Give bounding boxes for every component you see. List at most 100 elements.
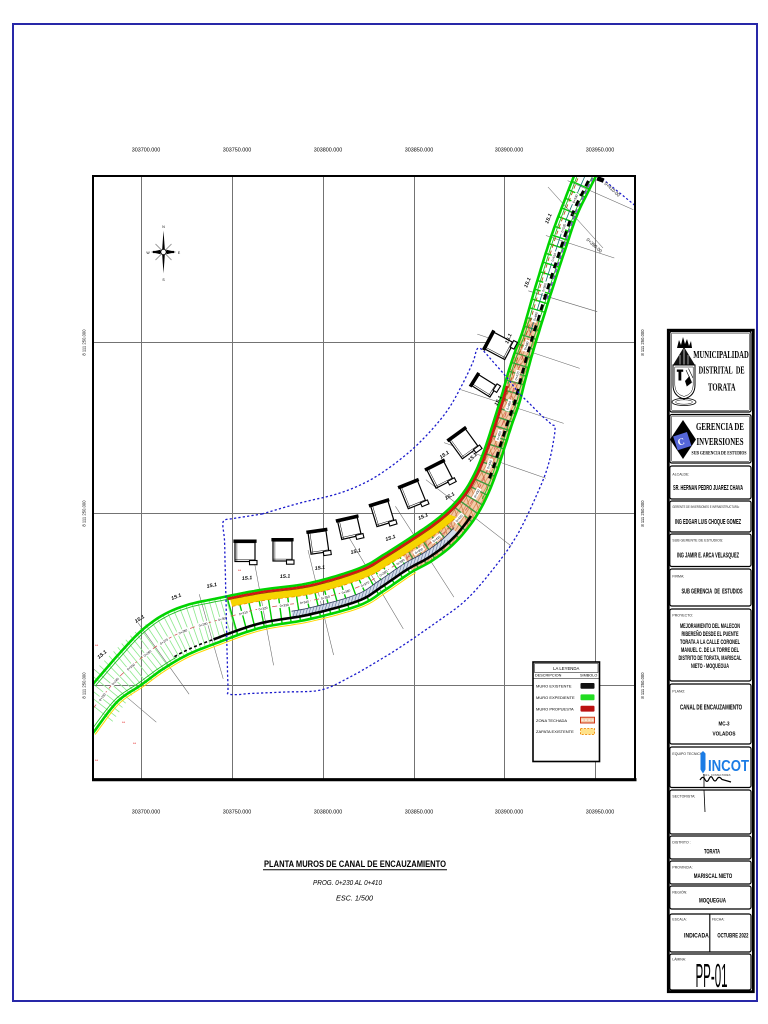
svg-text:1S.1: 1S.1 — [523, 277, 532, 289]
svg-text:PLANO:: PLANO: — [672, 689, 685, 693]
svg-text:DISTRITO DE TORATA, MARISCAL: DISTRITO DE TORATA, MARISCAL — [679, 655, 742, 662]
svg-text:303700.000: 303700.000 — [132, 810, 160, 816]
svg-text:REGIÓN:: REGIÓN: — [672, 890, 687, 895]
svg-text:DESCRIPCION: DESCRIPCION — [535, 674, 562, 678]
svg-text:0+500: 0+500 — [541, 282, 548, 292]
svg-text:303800.000: 303800.000 — [314, 810, 342, 816]
svg-text:EQUIPO TECNICO:: EQUIPO TECNICO: — [672, 752, 703, 756]
svg-text:0+450: 0+450 — [496, 430, 503, 440]
svg-text:0+330: 0+330 — [280, 603, 290, 608]
svg-text:0+230: 0+230 — [98, 692, 107, 702]
svg-text:**: ** — [95, 643, 99, 648]
svg-text:SIMBOLO: SIMBOLO — [580, 674, 597, 678]
svg-text:0+480: 0+480 — [523, 341, 530, 351]
svg-text:8 111 250.000: 8 111 250.000 — [640, 672, 645, 699]
svg-text:303800.000: 303800.000 — [314, 148, 342, 154]
svg-text:303950.000: 303950.000 — [586, 810, 614, 816]
svg-text:8 111 250.000: 8 111 250.000 — [640, 329, 645, 356]
svg-text:303950.000: 303950.000 — [586, 148, 614, 154]
svg-text:0+320: 0+320 — [258, 606, 268, 612]
svg-text:SECTORISTA:: SECTORISTA: — [672, 795, 695, 799]
svg-text:8 111 250.000: 8 111 250.000 — [640, 500, 645, 527]
svg-text:1S.1: 1S.1 — [242, 575, 253, 582]
svg-text:**: ** — [95, 758, 99, 763]
svg-text:ALCALDE:: ALCALDE: — [672, 472, 689, 476]
svg-text:0+430: 0+430 — [473, 489, 481, 499]
svg-text:FIRMA:: FIRMA: — [672, 574, 684, 578]
svg-text:0+360: 0+360 — [341, 588, 351, 595]
svg-text:RIBEREÑO DESDE EL PUENTE: RIBEREÑO DESDE EL PUENTE — [682, 631, 739, 638]
svg-text:8 111 250.000: 8 111 250.000 — [82, 329, 87, 356]
svg-text:303850.000: 303850.000 — [405, 148, 433, 154]
svg-text:0+520: 0+520 — [560, 223, 567, 233]
svg-text:0+290: 0+290 — [198, 621, 208, 627]
svg-text:SUB GERENCIA DE ESTUDIOS: SUB GERENCIA DE ESTUDIOS — [682, 589, 743, 596]
svg-text:0+410: 0+410 — [432, 535, 442, 544]
svg-text:0+270: 0+270 — [159, 638, 169, 646]
svg-text:MUNICIPALIDAD: MUNICIPALIDAD — [693, 349, 749, 361]
svg-text:S.R.L. CONSULTORES: S.R.L. CONSULTORES — [703, 773, 731, 777]
svg-text:303750.000: 303750.000 — [223, 810, 251, 816]
svg-text:ING EDGAR LUIS CHOQUE GOMEZ: ING EDGAR LUIS CHOQUE GOMEZ — [675, 519, 741, 526]
svg-text:**: ** — [133, 741, 137, 746]
svg-text:OCTUBRE 2022: OCTUBRE 2022 — [717, 934, 748, 940]
svg-text:MURO EXISTENTE: MURO EXISTENTE — [536, 684, 572, 689]
svg-text:N: N — [162, 225, 165, 229]
svg-text:ESCALA:: ESCALA: — [672, 918, 686, 922]
svg-text:TORATA: TORATA — [704, 849, 720, 856]
svg-text:ING JAMIR E. ARCA VELASQUEZ: ING JAMIR E. ARCA VELASQUEZ — [677, 553, 739, 560]
svg-text:1S.1: 1S.1 — [314, 565, 325, 572]
svg-text:TORATA: TORATA — [708, 382, 736, 394]
svg-text:1S.1: 1S.1 — [467, 452, 479, 464]
svg-text:303850.000: 303850.000 — [405, 810, 433, 816]
svg-text:W: W — [146, 251, 150, 255]
svg-text:1S.1: 1S.1 — [280, 573, 291, 580]
svg-text:0+460: 0+460 — [506, 400, 513, 410]
svg-text:LÁMINA:: LÁMINA: — [672, 958, 686, 962]
svg-text:0+410.00: 0+410.00 — [603, 181, 621, 198]
svg-text:INCOT: INCOT — [708, 758, 749, 775]
svg-text:MURO PROPUESTA: MURO PROPUESTA — [536, 706, 574, 711]
svg-text:MARISCAL NIETO: MARISCAL NIETO — [694, 873, 733, 880]
svg-text:8 111 250.000: 8 111 250.000 — [82, 672, 87, 699]
svg-text:0+310: 0+310 — [238, 610, 248, 616]
svg-text:1S.1: 1S.1 — [134, 614, 146, 625]
svg-text:MC-3: MC-3 — [719, 722, 730, 728]
svg-text:SUB GERENTE DE ESTUDIOS:: SUB GERENTE DE ESTUDIOS: — [672, 538, 723, 542]
svg-text:0+340: 0+340 — [300, 600, 310, 606]
svg-text:TORATA A LA CALLE CORONEL: TORATA A LA CALLE CORONEL — [680, 639, 740, 646]
svg-text:DISTRITAL DE: DISTRITAL DE — [699, 365, 745, 377]
svg-text:FECHA:: FECHA: — [712, 918, 724, 922]
svg-text:0+370: 0+370 — [360, 580, 370, 588]
svg-text:0+490: 0+490 — [532, 312, 539, 322]
svg-text:303700.000: 303700.000 — [132, 148, 160, 154]
svg-text:LA LEYENDA: LA LEYENDA — [553, 666, 579, 671]
svg-text:1S.1: 1S.1 — [504, 333, 513, 345]
svg-text:0+390: 0+390 — [396, 558, 406, 566]
svg-text:MURO EXPEDIENTE: MURO EXPEDIENTE — [536, 695, 575, 700]
svg-text:1S.1: 1S.1 — [96, 649, 108, 660]
svg-text:**: ** — [122, 720, 126, 725]
svg-text:0+380: 0+380 — [379, 569, 389, 577]
svg-text:GERENTE DE INVERSIONES E INFRA: GERENTE DE INVERSIONES E INFRAESTRUCTURA… — [672, 505, 739, 509]
svg-text:PP-01: PP-01 — [696, 957, 728, 994]
svg-text:0+440: 0+440 — [486, 459, 493, 469]
svg-text:CANAL DE ENCAUZAMIENTO: CANAL DE ENCAUZAMIENTO — [680, 703, 742, 712]
svg-text:PROYECTO:: PROYECTO: — [672, 614, 693, 618]
svg-text:303750.000: 303750.000 — [223, 148, 251, 154]
svg-text:0+400: 0+400 — [414, 547, 424, 555]
svg-text:1S.1: 1S.1 — [417, 512, 429, 522]
svg-text:INDICADA: INDICADA — [684, 934, 709, 940]
svg-text:1S.1: 1S.1 — [385, 534, 397, 543]
svg-text:0+300: 0+300 — [218, 616, 228, 622]
svg-text:0+250: 0+250 — [126, 662, 136, 671]
svg-text:1S.1: 1S.1 — [171, 592, 183, 601]
svg-text:1S.1: 1S.1 — [444, 491, 456, 501]
svg-text:PLANTA MUROS DE CANAL DE ENCAU: PLANTA MUROS DE CANAL DE ENCAUZAMIENTO — [264, 858, 446, 869]
svg-text:0+280: 0+280 — [178, 628, 188, 635]
svg-text:S: S — [162, 278, 165, 282]
svg-text:ZONA TECHADA: ZONA TECHADA — [536, 718, 567, 723]
svg-text:SUB GERENCIA DE ESTUDIOS: SUB GERENCIA DE ESTUDIOS — [692, 452, 747, 457]
svg-text:GERENCIA DE: GERENCIA DE — [696, 421, 744, 433]
svg-text:VOLADOS: VOLADOS — [713, 732, 736, 738]
